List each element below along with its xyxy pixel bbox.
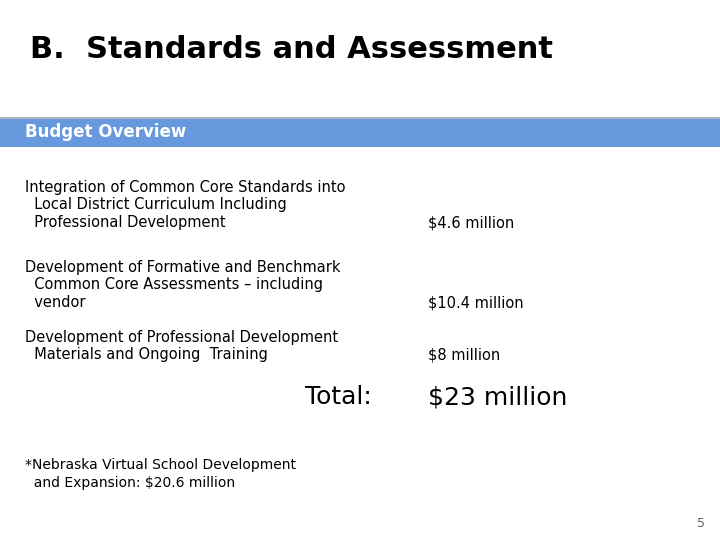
Text: Development of Professional Development: Development of Professional Development — [25, 330, 338, 345]
Text: Professional Development: Professional Development — [25, 215, 225, 230]
Text: Materials and Ongoing  Training: Materials and Ongoing Training — [25, 348, 268, 362]
Text: $10.4 million: $10.4 million — [428, 295, 524, 310]
Text: B.  Standards and Assessment: B. Standards and Assessment — [30, 35, 553, 64]
Text: Local District Curriculum Including: Local District Curriculum Including — [25, 198, 287, 213]
Text: Budget Overview: Budget Overview — [25, 123, 186, 141]
Text: $23 million: $23 million — [428, 385, 568, 409]
FancyBboxPatch shape — [0, 117, 720, 147]
Text: and Expansion: $20.6 million: and Expansion: $20.6 million — [25, 476, 235, 489]
Text: vendor: vendor — [25, 295, 86, 310]
Text: $8 million: $8 million — [428, 348, 500, 362]
Text: Development of Formative and Benchmark: Development of Formative and Benchmark — [25, 260, 341, 275]
Text: Total:: Total: — [305, 385, 372, 409]
Text: Integration of Common Core Standards into: Integration of Common Core Standards int… — [25, 180, 346, 195]
Text: *Nebraska Virtual School Development: *Nebraska Virtual School Development — [25, 458, 296, 472]
Text: 5: 5 — [697, 517, 705, 530]
Text: Common Core Assessments – including: Common Core Assessments – including — [25, 278, 323, 293]
Text: $4.6 million: $4.6 million — [428, 215, 515, 230]
